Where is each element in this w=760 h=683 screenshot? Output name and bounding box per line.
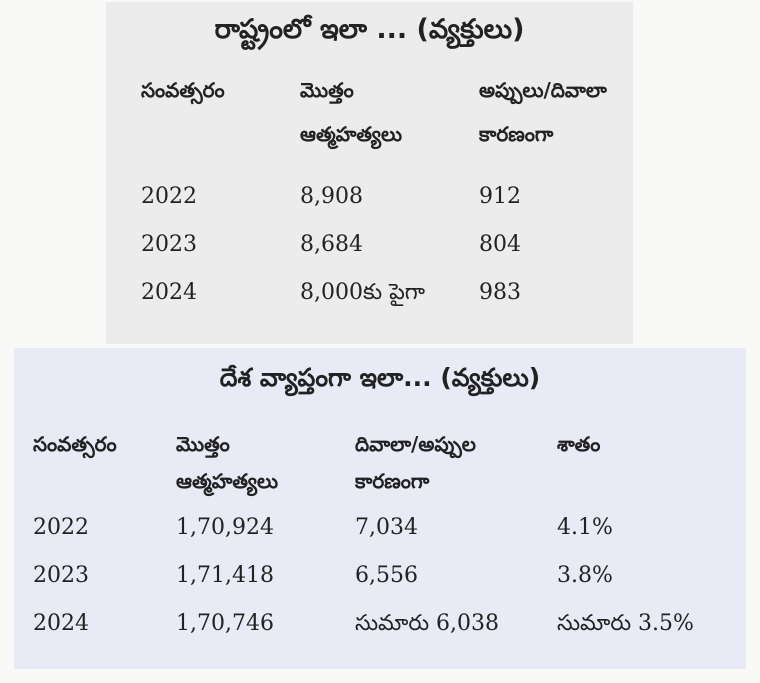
state-row-year: 2024 <box>141 280 197 305</box>
state-row-total: 8,684 <box>300 232 363 257</box>
national-row-total: 1,70,746 <box>176 611 274 636</box>
state-table-title: రాష్ట్రంలో ఇలా ... (వ్యక్తులు) <box>214 14 525 45</box>
state-header-debt-line1: అప్పులు/దివాలా <box>479 78 607 102</box>
state-row-year: 2023 <box>141 232 197 257</box>
national-row-total: 1,70,924 <box>176 515 274 540</box>
national-row-year: 2023 <box>33 563 89 588</box>
national-table-title: దేశ వ్యాప్తంగా ఇలా... (వ్యక్తులు) <box>219 363 541 392</box>
national-header-debt-line1: దివాలా/అప్పుల <box>355 432 476 456</box>
state-row-total: 8,000కు పైగా <box>300 280 425 305</box>
national-header-year: సంవత్సరం <box>33 432 117 456</box>
national-header-debt-line2: కారణంగా <box>355 469 430 493</box>
state-row-year: 2022 <box>141 184 197 209</box>
national-row-year: 2024 <box>33 611 89 636</box>
state-header-total-line1: మొత్తం <box>300 78 354 102</box>
national-row-debt: 7,034 <box>355 515 418 540</box>
state-row-debt: 912 <box>479 184 521 209</box>
national-row-debt: 6,556 <box>355 563 418 588</box>
state-header-year: సంవత్సరం <box>141 78 225 102</box>
national-row-percent: 4.1% <box>557 515 613 540</box>
national-header-percent: శాతం <box>557 432 601 456</box>
national-suicides-table: దేశ వ్యాప్తంగా ఇలా... (వ్యక్తులు) సంవత్స… <box>14 348 746 669</box>
state-row-debt: 983 <box>479 280 521 305</box>
national-row-total: 1,71,418 <box>176 563 274 588</box>
national-row-percent: సుమారు 3.5% <box>557 611 694 636</box>
national-header-total-line1: మొత్తం <box>176 432 230 456</box>
national-header-total-line2: ఆత్మహత్యలు <box>176 469 279 493</box>
national-row-year: 2022 <box>33 515 89 540</box>
national-row-debt: సుమారు 6,038 <box>355 611 500 636</box>
state-row-debt: 804 <box>479 232 521 257</box>
state-header-total-line2: ఆత్మహత్యలు <box>300 122 403 146</box>
state-suicides-table: రాష్ట్రంలో ఇలా ... (వ్యక్తులు) సంవత్సరం … <box>106 2 633 344</box>
state-header-debt-line2: కారణంగా <box>479 122 554 146</box>
state-row-total: 8,908 <box>300 184 363 209</box>
national-row-percent: 3.8% <box>557 563 613 588</box>
